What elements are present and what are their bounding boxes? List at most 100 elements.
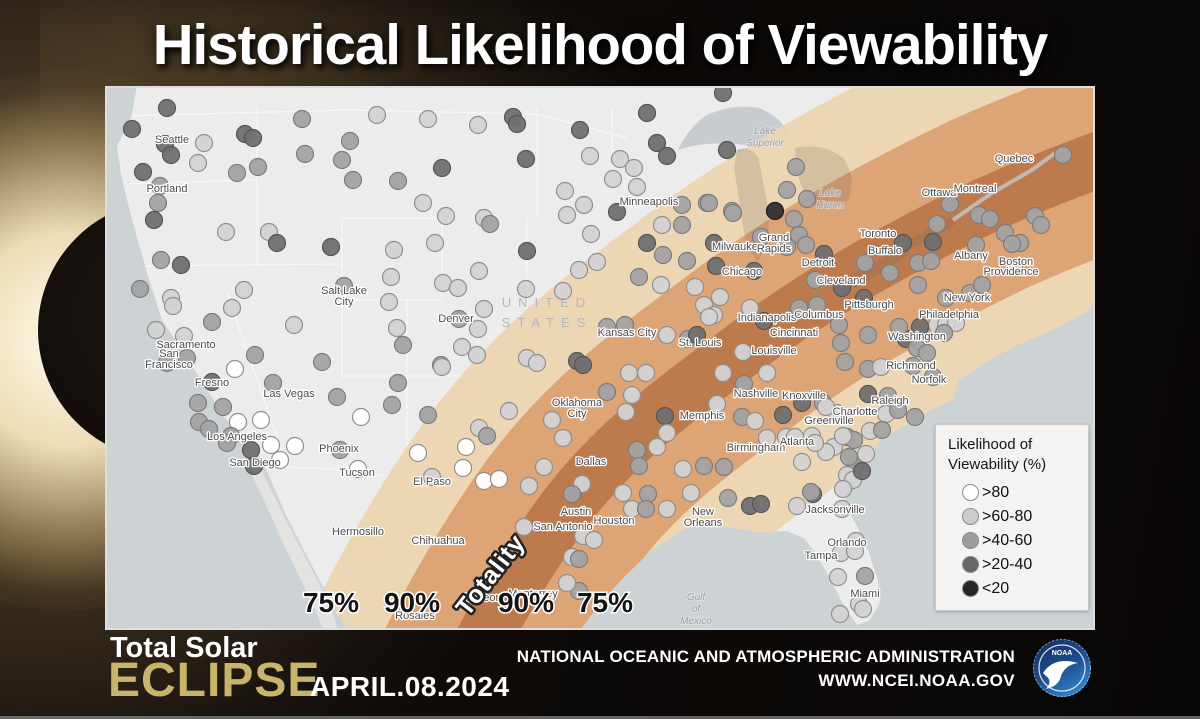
viewability-dot [148, 193, 168, 213]
viewability-dot [889, 317, 909, 337]
footer-date: APRIL.08.2024 [310, 671, 510, 702]
viewability-dot [672, 195, 692, 215]
viewability-dot [878, 386, 898, 406]
water-label: Gulf of Mexico [680, 592, 712, 627]
viewability-dot [327, 387, 347, 407]
viewability-dot [765, 201, 785, 221]
viewability-dot [295, 144, 315, 164]
viewability-dot [636, 499, 656, 519]
viewability-dot [432, 357, 452, 377]
viewability-dot [474, 471, 494, 491]
viewability-dot [923, 232, 943, 252]
city-label: Atlanta [780, 436, 815, 448]
city-label: Quebec [995, 153, 1034, 165]
viewability-dot [418, 109, 438, 129]
viewability-dot [516, 149, 536, 169]
viewability-dot [469, 261, 489, 281]
viewability-dot [619, 363, 639, 383]
legend-title: Likelihood of Viewability (%) [948, 436, 1047, 473]
viewability-dot [777, 180, 797, 200]
footer-url: WWW.NCEI.NOAA.GOV [818, 671, 1015, 690]
viewability-dot [773, 405, 793, 425]
legend-row: >60-80 [962, 508, 1078, 526]
viewability-dot [202, 312, 222, 332]
viewability-dot [597, 317, 617, 337]
viewability-dot [787, 496, 807, 516]
city-label: Indianapolis [738, 312, 797, 324]
viewability-map: Seattle Portland Salt Lake City Sacramento Sa… [105, 86, 1095, 630]
viewability-dot [1053, 145, 1073, 165]
viewability-dot [607, 202, 627, 222]
viewability-dot [241, 440, 261, 460]
viewability-dot [449, 309, 469, 329]
viewability-dot [244, 456, 264, 476]
legend-row: <20 [962, 580, 1078, 598]
city-label: Tampa [804, 550, 838, 562]
viewability-dot [507, 114, 527, 134]
viewability-dot [740, 298, 760, 318]
viewability-dot [757, 363, 777, 383]
viewability-dot [744, 261, 764, 281]
viewability-dot [699, 193, 719, 213]
viewability-dot [422, 467, 442, 487]
city-label: Sacramento [156, 339, 215, 351]
bottom-edge-line [0, 716, 1200, 719]
city-label: Raleigh [871, 395, 908, 407]
city-label: Rosales [395, 610, 435, 622]
viewability-dot [267, 233, 287, 253]
dots-layer [122, 88, 1073, 624]
city-label: Columbus [794, 309, 844, 321]
viewability-dot [807, 295, 827, 315]
viewability-dot [871, 357, 891, 377]
viewability-dot [418, 405, 438, 425]
city-label: Ottawa [922, 187, 958, 199]
noaa-logo-icon: NOAA [1033, 639, 1091, 697]
legend-item-label: >60-80 [982, 507, 1033, 525]
city-label: Memphis [680, 410, 725, 422]
viewability-dot [453, 458, 473, 478]
viewability-dot [910, 317, 930, 337]
band-label: 75% [303, 587, 359, 618]
viewability-dot [248, 157, 268, 177]
viewability-dot [681, 483, 701, 503]
viewability-dot [517, 241, 537, 261]
viewability-dot [542, 410, 562, 430]
city-label: Salt Lake City [321, 285, 367, 308]
viewability-dot [581, 224, 601, 244]
viewability-dot [388, 373, 408, 393]
viewability-dot [833, 426, 853, 446]
city-label: Philadelphia [919, 309, 980, 321]
viewability-dot [284, 315, 304, 335]
viewability-dot [786, 157, 806, 177]
city-label: Torreon [464, 592, 501, 604]
viewability-dot [940, 194, 960, 214]
viewability-dot [829, 315, 849, 335]
footer-agency-name: NATIONAL OCEANIC AND ATMOSPHERIC ADMINIS… [516, 647, 1015, 666]
viewability-dot [672, 215, 692, 235]
city-label: Birmingham [727, 442, 786, 454]
viewability-dot [685, 277, 705, 297]
viewability-dot [1002, 234, 1022, 254]
legend-dot-swatch [962, 484, 979, 502]
city-label: Greenville [804, 415, 854, 427]
city-label: Albany [954, 250, 988, 262]
viewability-dot [966, 235, 986, 255]
viewability-dot [789, 298, 809, 318]
viewability-dot [243, 128, 263, 148]
band-label: 90% [384, 587, 440, 618]
viewability-dot [144, 210, 164, 230]
city-label: Detroit [802, 257, 834, 269]
city-label: Knoxville [782, 390, 826, 402]
viewability-dot [456, 437, 476, 457]
viewability-dot [872, 420, 892, 440]
noaa-logo-text: NOAA [1052, 650, 1073, 657]
viewability-dot [467, 345, 487, 365]
viewability-dot [754, 311, 774, 331]
viewability-dot [903, 356, 923, 376]
legend-dot-swatch [962, 508, 979, 526]
viewability-dot [534, 457, 554, 477]
viewability-dot [647, 437, 667, 457]
viewability-dot [657, 423, 677, 443]
viewability-dot [704, 233, 724, 253]
